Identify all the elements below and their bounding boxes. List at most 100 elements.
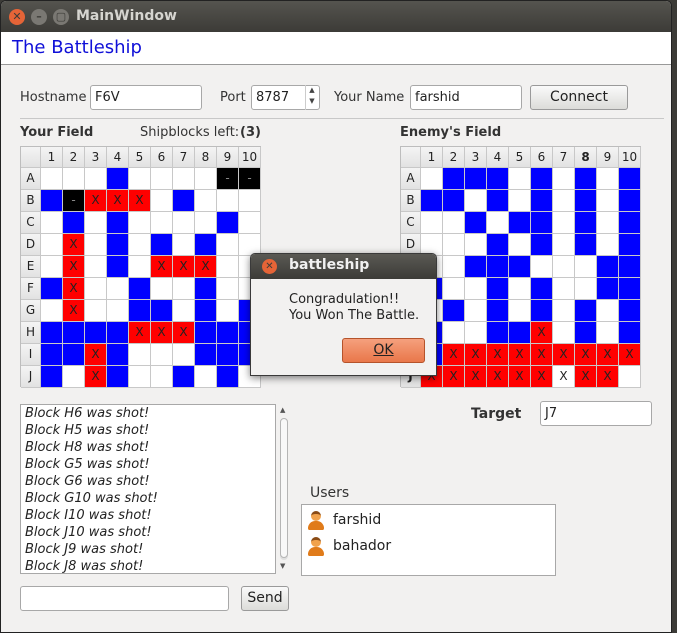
- enemy-cell-empty[interactable]: [443, 278, 465, 300]
- enemy-cell-empty[interactable]: [597, 212, 619, 234]
- enemy-cell-empty[interactable]: [553, 212, 575, 234]
- enemy-cell-empty[interactable]: [597, 234, 619, 256]
- enemy-cell-empty[interactable]: [509, 234, 531, 256]
- port-spinner[interactable]: ▲ ▼: [305, 85, 318, 110]
- enemy-cell-empty[interactable]: [531, 256, 553, 278]
- enemy-cell-empty[interactable]: [553, 168, 575, 190]
- enemy-cell-ship[interactable]: [619, 212, 641, 234]
- enemy-cell-hit[interactable]: X: [465, 344, 487, 366]
- enemy-cell-ship[interactable]: [509, 322, 531, 344]
- enemy-cell-empty[interactable]: [553, 234, 575, 256]
- enemy-cell-ship[interactable]: [487, 278, 509, 300]
- enemy-cell-empty[interactable]: [597, 300, 619, 322]
- enemy-cell-ship[interactable]: [575, 234, 597, 256]
- enemy-cell-hit[interactable]: X: [509, 366, 531, 388]
- enemy-cell-empty[interactable]: [443, 234, 465, 256]
- enemy-cell-hit[interactable]: X: [443, 366, 465, 388]
- enemy-cell-ship[interactable]: [487, 322, 509, 344]
- hostname-input[interactable]: F6V: [90, 85, 202, 110]
- enemy-cell-ship[interactable]: [487, 300, 509, 322]
- enemy-cell-hit[interactable]: X: [597, 344, 619, 366]
- enemy-cell-empty[interactable]: [509, 190, 531, 212]
- users-list[interactable]: farshid bahador: [301, 504, 556, 576]
- enemy-cell-hit[interactable]: X: [531, 366, 553, 388]
- enemy-cell-empty[interactable]: [465, 190, 487, 212]
- scroll-thumb[interactable]: [280, 418, 288, 558]
- enemy-cell-empty[interactable]: [421, 212, 443, 234]
- send-button[interactable]: Send: [241, 586, 289, 611]
- enemy-cell-hit[interactable]: X: [487, 366, 509, 388]
- enemy-cell-empty[interactable]: [509, 168, 531, 190]
- enemy-cell-empty[interactable]: [465, 322, 487, 344]
- connect-button[interactable]: Connect: [530, 85, 628, 110]
- battle-log[interactable]: Block H6 was shot! Block H5 was shot! Bloc…: [20, 404, 276, 574]
- enemy-cell-hit[interactable]: X: [465, 366, 487, 388]
- enemy-cell-empty[interactable]: [619, 366, 641, 388]
- enemy-cell-hit[interactable]: X: [597, 366, 619, 388]
- enemy-cell-empty[interactable]: [443, 256, 465, 278]
- enemy-cell-ship[interactable]: [619, 278, 641, 300]
- enemy-cell-ship[interactable]: [465, 256, 487, 278]
- enemy-cell-ship[interactable]: [619, 256, 641, 278]
- enemy-cell-ship[interactable]: [509, 212, 531, 234]
- enemy-cell-ship[interactable]: [619, 190, 641, 212]
- enemy-cell-ship[interactable]: [575, 322, 597, 344]
- enemy-cell-ship[interactable]: [575, 190, 597, 212]
- enemy-cell-ship[interactable]: [487, 256, 509, 278]
- enemy-cell-empty[interactable]: [443, 212, 465, 234]
- enemy-cell-empty[interactable]: [575, 256, 597, 278]
- enemy-cell-ship[interactable]: [619, 234, 641, 256]
- enemy-cell-ship[interactable]: [531, 300, 553, 322]
- enemy-cell-ship[interactable]: [575, 168, 597, 190]
- enemy-cell-ship[interactable]: [487, 190, 509, 212]
- enemy-cell-ship[interactable]: [531, 278, 553, 300]
- maximize-window-icon[interactable]: ▢: [53, 9, 69, 25]
- enemy-cell-empty[interactable]: [597, 168, 619, 190]
- user-item[interactable]: farshid: [307, 508, 381, 532]
- enemy-cell-hit[interactable]: X: [553, 344, 575, 366]
- enemy-cell-ship[interactable]: [619, 322, 641, 344]
- name-input[interactable]: farshid: [410, 85, 522, 110]
- enemy-cell-ship[interactable]: [531, 190, 553, 212]
- enemy-cell-empty[interactable]: [487, 212, 509, 234]
- enemy-cell-ship[interactable]: [465, 168, 487, 190]
- enemy-cell-empty[interactable]: [443, 322, 465, 344]
- ok-button[interactable]: OK: [342, 338, 425, 363]
- log-scrollbar[interactable]: ▲ ▼: [277, 404, 291, 574]
- enemy-cell-ship[interactable]: [575, 300, 597, 322]
- enemy-cell-empty[interactable]: [553, 322, 575, 344]
- enemy-cell-hit[interactable]: X: [531, 344, 553, 366]
- enemy-cell-empty[interactable]: [509, 300, 531, 322]
- enemy-cell-empty[interactable]: [509, 278, 531, 300]
- target-input[interactable]: J7: [540, 401, 652, 426]
- port-input[interactable]: 8787 ▲ ▼: [251, 85, 320, 110]
- enemy-cell-empty[interactable]: [553, 256, 575, 278]
- enemy-cell-hit[interactable]: X: [443, 344, 465, 366]
- enemy-cell-empty[interactable]: [553, 300, 575, 322]
- user-item[interactable]: bahador: [307, 534, 391, 558]
- enemy-cell-ship[interactable]: [597, 256, 619, 278]
- enemy-cell-hit[interactable]: X: [575, 344, 597, 366]
- enemy-cell-hit[interactable]: X: [575, 366, 597, 388]
- enemy-cell-ship[interactable]: [509, 256, 531, 278]
- enemy-cell-ship[interactable]: [619, 300, 641, 322]
- enemy-field-grid[interactable]: 12345678910ABCDEFGHXIXXXXXXXXXJXXXXXXXXX: [400, 146, 641, 388]
- enemy-cell-ship[interactable]: [575, 212, 597, 234]
- enemy-cell-ship[interactable]: [531, 234, 553, 256]
- enemy-cell-hit[interactable]: X: [531, 322, 553, 344]
- chat-input[interactable]: [20, 586, 229, 611]
- scroll-up-icon[interactable]: ▲: [280, 406, 286, 414]
- enemy-cell-ship[interactable]: [465, 212, 487, 234]
- enemy-cell-ship[interactable]: [487, 168, 509, 190]
- enemy-cell-ship[interactable]: [531, 212, 553, 234]
- enemy-cell-empty[interactable]: [465, 234, 487, 256]
- enemy-cell-empty[interactable]: [421, 168, 443, 190]
- enemy-cell-empty[interactable]: [597, 322, 619, 344]
- close-window-icon[interactable]: ✕: [9, 9, 25, 25]
- enemy-cell-miss[interactable]: X: [553, 366, 575, 388]
- enemy-cell-empty[interactable]: [575, 278, 597, 300]
- enemy-cell-ship[interactable]: [443, 190, 465, 212]
- scroll-down-icon[interactable]: ▼: [280, 562, 286, 570]
- minimize-window-icon[interactable]: –: [31, 9, 47, 25]
- enemy-cell-hit[interactable]: X: [509, 344, 531, 366]
